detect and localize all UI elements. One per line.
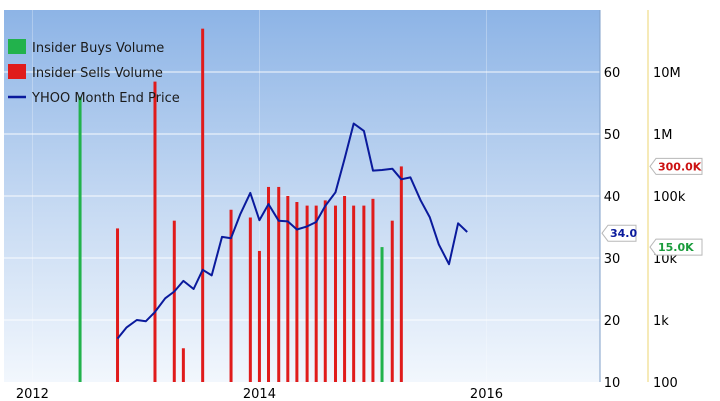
- sell-volume-bar: [314, 205, 318, 382]
- legend-swatch: [8, 39, 26, 54]
- sell-volume-bar: [371, 198, 375, 382]
- sell-volume-bar: [390, 220, 394, 382]
- value-tag-box: [649, 238, 703, 256]
- volume-tick-label: 1M: [653, 128, 673, 143]
- sell-volume-bar: [305, 205, 309, 382]
- x-tick-label: 2012: [16, 387, 49, 401]
- volume-tick-label: 10k: [653, 252, 678, 267]
- price-tick-label: 20: [604, 314, 621, 329]
- axis-tick-labels: 2012 2014 2016 10 20 30 40 50 60 100 1k 10k 100k 1M 10…: [16, 66, 686, 401]
- price-tick-label: 50: [604, 128, 621, 143]
- volume-tick-label: 10M: [653, 66, 681, 81]
- sell-volume-bar: [181, 348, 185, 382]
- value-tag-box: [649, 157, 703, 175]
- legend-label: YHOO Month End Price: [31, 91, 180, 106]
- sell-volume-bar: [399, 166, 403, 382]
- value-tag-text: 300.0K: [658, 160, 702, 173]
- sell-volume-bar: [277, 186, 281, 382]
- sell-volume-bar: [248, 217, 252, 382]
- volume-tick-label: 100: [653, 376, 678, 391]
- price-line: [116, 122, 468, 340]
- x-tick-label: 2014: [243, 387, 276, 401]
- price-tick-label: 40: [604, 190, 621, 205]
- legend-label: Insider Sells Volume: [32, 66, 163, 81]
- sell-volume-bar: [267, 186, 271, 382]
- price-tick-label: 10: [604, 376, 621, 391]
- legend: Insider Buys Volume Insider Sells Volume Y…: [8, 39, 180, 106]
- sell-volume-bar: [116, 228, 120, 382]
- sell-volume-bar: [343, 196, 347, 382]
- legend-label: Insider Buys Volume: [32, 41, 164, 56]
- sell-volume-bar: [257, 250, 261, 382]
- buy-volume-bar: [380, 247, 384, 382]
- volume-tick-label: 1k: [653, 314, 669, 329]
- sell-volume-bar: [201, 28, 205, 383]
- sell-volume-bar: [153, 81, 157, 383]
- value-tag-text: 34.0: [610, 227, 637, 240]
- sell-volume-bar: [229, 209, 233, 382]
- price-series-line: [116, 122, 468, 340]
- value-tag-text: 15.0K: [658, 241, 694, 254]
- value-tags: 34.0 300.0K 15.0K: [601, 157, 703, 256]
- sell-volume-bar: [323, 200, 327, 382]
- sell-volume-bar: [352, 205, 356, 382]
- price-tick-label: 30: [604, 252, 621, 267]
- sell-volume-bar: [172, 220, 176, 382]
- volume-bars: [78, 28, 403, 383]
- sell-volume-bar: [362, 205, 366, 382]
- x-tick-label: 2016: [470, 387, 503, 401]
- price-tick-label: 60: [604, 66, 621, 81]
- volume-tick-label: 100k: [653, 190, 686, 205]
- sell-volume-bar: [333, 205, 337, 382]
- sell-volume-bar: [286, 196, 290, 382]
- legend-swatch: [8, 64, 26, 79]
- value-tag-box: [601, 224, 637, 242]
- buy-volume-bar: [78, 96, 82, 383]
- sell-volume-bar: [295, 202, 299, 382]
